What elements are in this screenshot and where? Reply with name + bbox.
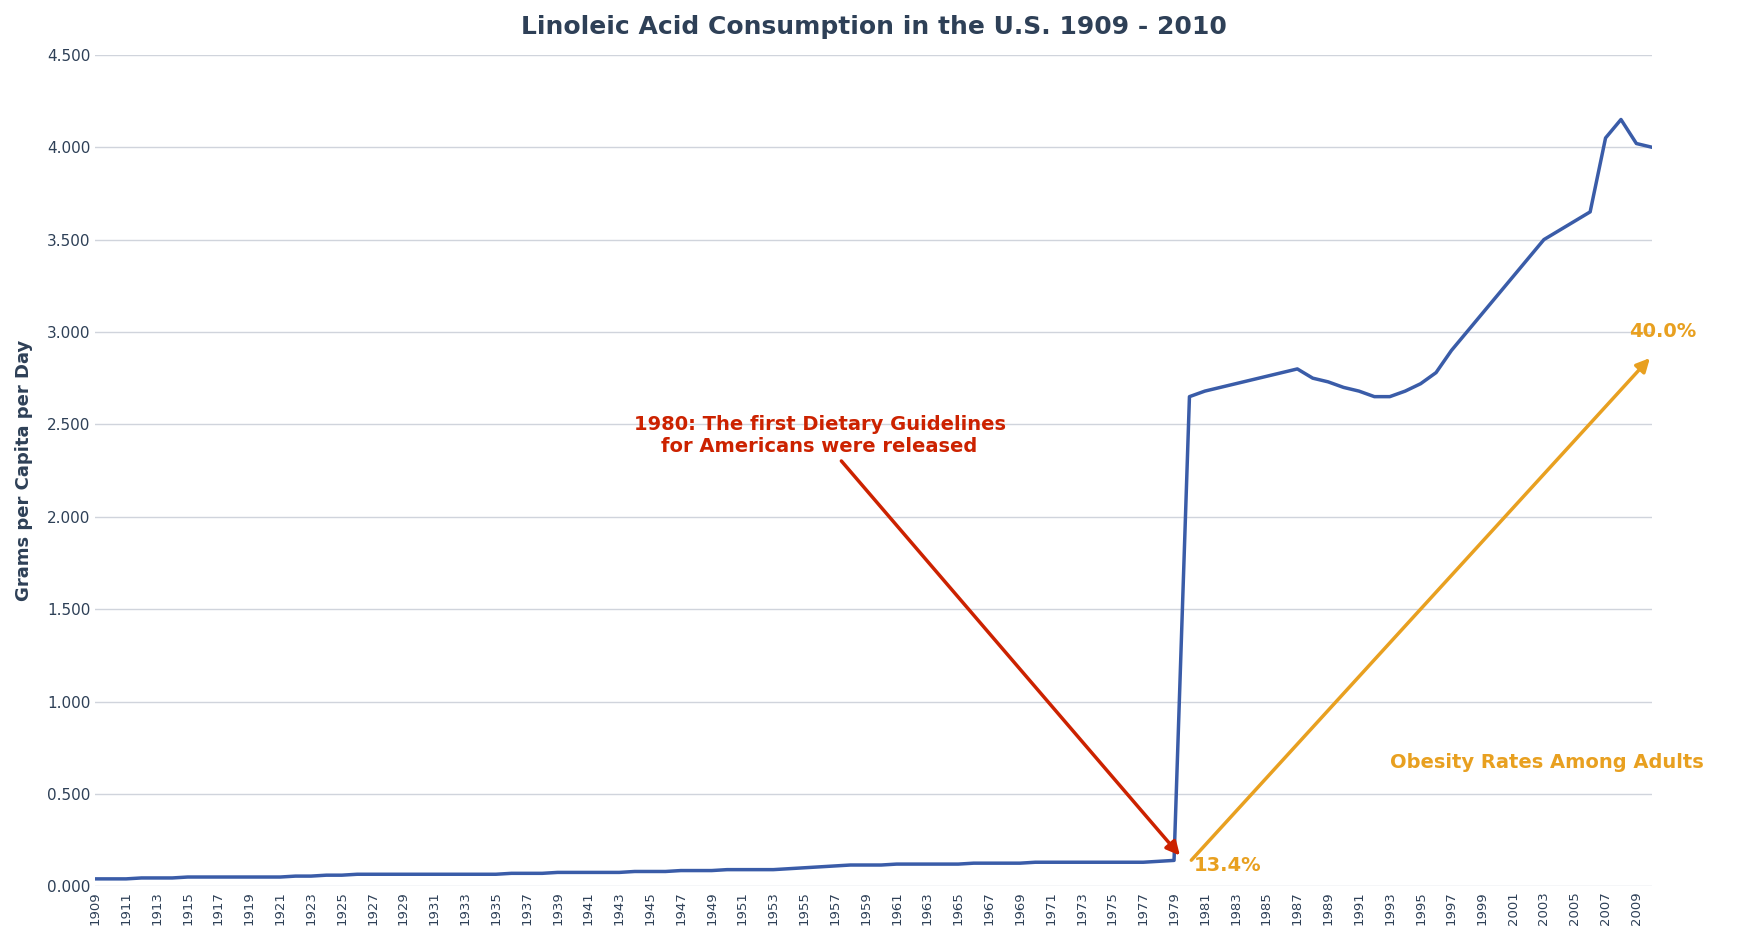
Y-axis label: Grams per Capita per Day: Grams per Capita per Day <box>16 340 33 602</box>
Text: Obesity Rates Among Adults: Obesity Rates Among Adults <box>1389 753 1703 772</box>
Text: 13.4%: 13.4% <box>1195 856 1261 875</box>
Title: Linoleic Acid Consumption in the U.S. 1909 - 2010: Linoleic Acid Consumption in the U.S. 19… <box>520 15 1226 39</box>
Text: 40.0%: 40.0% <box>1629 322 1696 341</box>
Text: 1980: The first Dietary Guidelines
for Americans were released: 1980: The first Dietary Guidelines for A… <box>634 415 1177 853</box>
